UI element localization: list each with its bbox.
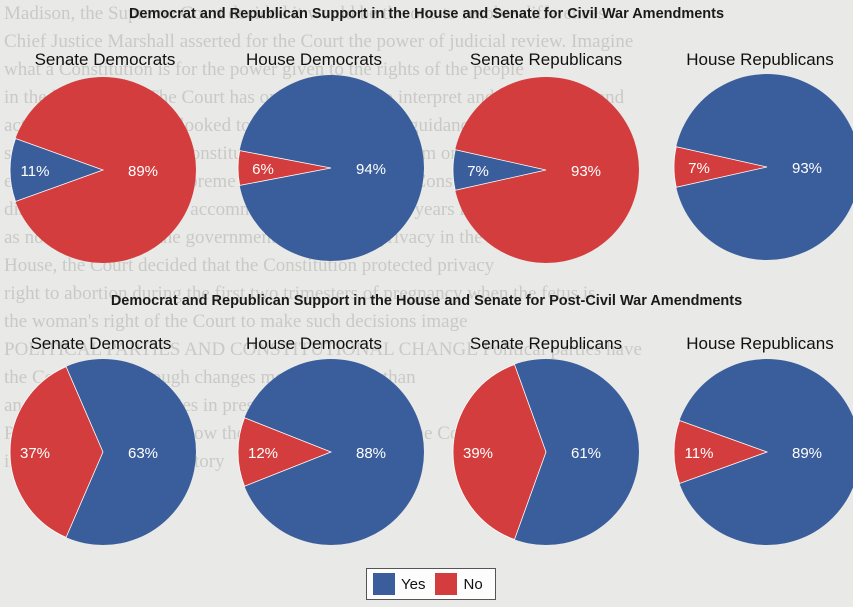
pie-slice-no-house-republicans bbox=[673, 146, 768, 188]
pie-data-label: 11% bbox=[21, 163, 50, 180]
chart-title-post-civil-war: Democrat and Republican Support in the H… bbox=[110, 293, 743, 309]
pie-data-label: 6% bbox=[252, 161, 274, 178]
pie-label-senate-republicans: Senate Republicans bbox=[469, 50, 623, 69]
pie-data-label: 93% bbox=[792, 160, 822, 177]
pie-slice-yes-senate-republicans bbox=[452, 149, 547, 191]
legend: Yes No bbox=[366, 568, 496, 600]
pie-data-label: 88% bbox=[356, 445, 386, 462]
pie-slice-no-senate-democrats bbox=[9, 366, 104, 538]
pie-data-label: 93% bbox=[571, 163, 601, 180]
pie-data-label: 89% bbox=[792, 445, 822, 462]
pie-label-senate-democrats-post: Senate Democrats bbox=[30, 334, 172, 353]
pie-slice-no-house-republicans bbox=[673, 419, 769, 485]
legend-label-yes: Yes bbox=[401, 575, 426, 593]
pie-slice-no-senate-republicans bbox=[452, 363, 547, 541]
pie-label-house-republicans-post: House Republicans bbox=[686, 334, 834, 353]
pie-data-label: 12% bbox=[248, 445, 278, 462]
chart-title-civil-war: Democrat and Republican Support in the H… bbox=[128, 6, 725, 22]
pie-data-label: 11% bbox=[685, 445, 714, 462]
pie-slice-no-house-democrats bbox=[237, 417, 333, 487]
pie-data-label: 37% bbox=[20, 445, 50, 462]
pie-data-label: 89% bbox=[128, 163, 158, 180]
pie-label-senate-democrats: Senate Democrats bbox=[34, 50, 176, 69]
pie-data-label: 61% bbox=[571, 445, 601, 462]
pie-data-label: 63% bbox=[128, 445, 158, 462]
legend-swatch-yes bbox=[373, 573, 395, 595]
legend-item-no: No bbox=[435, 573, 483, 595]
pie-label-senate-republicans-post: Senate Republicans bbox=[469, 334, 623, 353]
pie-data-label: 7% bbox=[467, 163, 489, 180]
pie-label-house-republicans: House Republicans bbox=[686, 50, 834, 69]
pie-data-label: 39% bbox=[463, 445, 493, 462]
pie-slice-yes-senate-democrats bbox=[9, 137, 105, 203]
pie-data-label: 7% bbox=[688, 160, 710, 177]
pie-label-house-democrats: House Democrats bbox=[245, 50, 383, 69]
legend-label-no: No bbox=[463, 575, 483, 593]
pie-slice-no-house-democrats bbox=[237, 150, 332, 186]
legend-swatch-no bbox=[435, 573, 458, 595]
pie-label-house-democrats-post: House Democrats bbox=[245, 334, 383, 353]
legend-item-yes: Yes bbox=[373, 573, 425, 595]
pie-data-label: 94% bbox=[356, 161, 386, 178]
